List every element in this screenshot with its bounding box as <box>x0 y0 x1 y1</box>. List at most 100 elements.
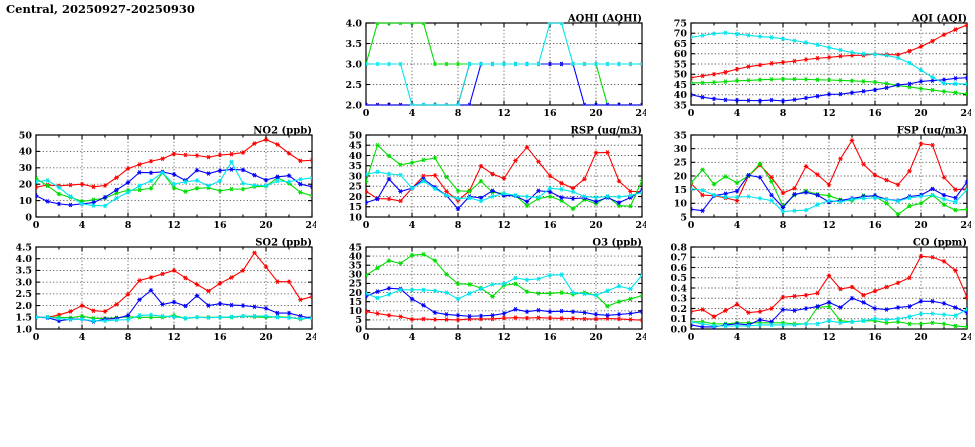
x-tick-label: 12 <box>822 332 835 343</box>
x-tick-label: 20 <box>589 220 603 231</box>
y-tick-label: 10 <box>19 196 33 207</box>
y-tick-label: 0.0 <box>670 324 687 335</box>
series-red <box>36 250 312 320</box>
y-tick-label: 60 <box>674 49 688 60</box>
panel-title: NO2 (ppb) <box>253 126 312 137</box>
x-tick-label: 24 <box>635 108 646 119</box>
y-tick-label: 2.5 <box>345 80 362 91</box>
x-axis: 0 4 8 12 16 20 24 <box>363 23 646 119</box>
y-tick-label: 15 <box>349 202 362 213</box>
y-tick-label: 30 <box>349 270 363 281</box>
y-tick-label: 25 <box>674 158 687 169</box>
x-tick-label: 16 <box>868 332 882 343</box>
x-tick-label: 12 <box>497 220 510 231</box>
y-axis: 0.00.10.20.30.40.50.60.70.8 <box>670 242 967 335</box>
y-tick-label: 2.0 <box>15 301 32 312</box>
y-tick-label: 1.5 <box>15 313 32 324</box>
y-tick-label: 30 <box>19 163 33 174</box>
x-tick-label: 12 <box>167 332 180 343</box>
y-tick-label: 0.4 <box>670 283 687 294</box>
panel-title: SO2 (ppb) <box>255 238 312 249</box>
y-tick-label: 3.0 <box>345 59 362 70</box>
x-tick-label: 12 <box>497 332 510 343</box>
series-blue <box>366 286 642 319</box>
y-tick-label: 25 <box>349 279 362 290</box>
panel-title: RSP (ug/m3) <box>571 126 642 137</box>
x-axis: 0 4 8 12 16 20 24 <box>363 247 646 343</box>
y-tick-label: 0.1 <box>670 314 687 325</box>
x-tick-label: 20 <box>589 332 603 343</box>
series-cyan <box>366 272 642 302</box>
x-tick-label: 0 <box>688 332 695 343</box>
y-tick-label: 3.5 <box>15 266 32 277</box>
x-tick-label: 24 <box>960 220 971 231</box>
x-axis: 0 4 8 12 16 20 24 <box>33 247 316 343</box>
x-tick-label: 0 <box>688 108 695 119</box>
y-tick-label: 10 <box>349 212 363 223</box>
page-title: Central, 20250927-20250930 <box>6 2 195 16</box>
x-tick-label: 20 <box>914 220 928 231</box>
y-tick-label: 50 <box>674 70 688 81</box>
x-tick-label: 0 <box>688 220 695 231</box>
x-tick-label: 24 <box>305 220 316 231</box>
x-tick-label: 4 <box>409 108 416 119</box>
series-cyan <box>691 307 967 329</box>
series-cyan <box>36 159 312 209</box>
y-tick-label: 65 <box>674 39 687 50</box>
x-tick-label: 8 <box>125 332 132 343</box>
panel-aqhi: AQHI (AQHI) 2.0 2.5 3.0 3.5 4.0 0 4 8 12 16 20 24 <box>336 14 646 122</box>
panel-title: FSP (ug/m3) <box>897 126 967 137</box>
gridlines <box>366 135 642 217</box>
y-tick-label: 40 <box>349 251 363 262</box>
x-tick-label: 16 <box>543 332 557 343</box>
x-tick-label: 0 <box>33 220 40 231</box>
x-tick-label: 20 <box>259 220 273 231</box>
x-tick-label: 8 <box>455 220 462 231</box>
y-tick-label: 1.0 <box>15 324 32 335</box>
x-tick-label: 8 <box>455 332 462 343</box>
x-tick-label: 12 <box>822 220 835 231</box>
x-tick-label: 16 <box>868 220 882 231</box>
panel-no2: NO2 (ppb) 0 10 20 30 40 50 0 4 8 12 16 20 24 <box>6 126 316 234</box>
x-tick-label: 0 <box>33 332 40 343</box>
y-tick-label: 30 <box>674 144 688 155</box>
y-tick-label: 35 <box>674 100 687 111</box>
y-tick-label: 2.5 <box>15 289 32 300</box>
series-green <box>36 170 312 204</box>
gridlines <box>691 23 967 105</box>
y-tick-label: 5 <box>355 315 362 326</box>
x-tick-label: 4 <box>734 108 741 119</box>
panel-o3: O3 (ppb) 0 5 10 15 20 25 30 35 40 45 0 4 8 12 16 20 24 <box>336 238 646 346</box>
y-tick-label: 45 <box>674 80 687 91</box>
y-tick-label: 5 <box>680 212 687 223</box>
x-tick-label: 24 <box>305 332 316 343</box>
series-cyan <box>366 22 642 106</box>
x-tick-label: 16 <box>543 108 557 119</box>
x-tick-label: 16 <box>868 108 882 119</box>
x-axis: 0 4 8 12 16 20 24 <box>688 135 971 231</box>
x-tick-label: 20 <box>259 332 273 343</box>
panel-aqi: AQI (AQI) 35 40 45 50 55 60 65 70 75 0 4 8 12 16 20 24 <box>661 14 971 122</box>
panel-title: AQHI (AQHI) <box>567 14 642 25</box>
x-tick-label: 4 <box>409 332 416 343</box>
panel-fsp: FSP (ug/m3) 5 10 15 20 25 30 35 0 4 8 12 16 20 24 <box>661 126 971 234</box>
y-tick-label: 0 <box>355 324 362 335</box>
series-green <box>691 76 967 97</box>
x-axis: 0 4 8 12 16 20 24 <box>33 135 316 231</box>
y-tick-label: 45 <box>349 242 362 253</box>
y-tick-label: 0 <box>25 212 32 223</box>
x-tick-label: 16 <box>213 220 227 231</box>
x-tick-label: 0 <box>363 108 370 119</box>
x-tick-label: 20 <box>589 108 603 119</box>
y-tick-label: 15 <box>674 185 687 196</box>
gridlines <box>691 135 967 217</box>
x-tick-label: 20 <box>914 332 928 343</box>
y-tick-label: 50 <box>349 130 363 141</box>
series-cyan <box>36 312 312 324</box>
y-tick-label: 75 <box>674 18 687 29</box>
series-red <box>691 253 967 319</box>
y-axis: 0 10 20 30 40 50 <box>19 130 312 223</box>
x-tick-label: 16 <box>213 332 227 343</box>
